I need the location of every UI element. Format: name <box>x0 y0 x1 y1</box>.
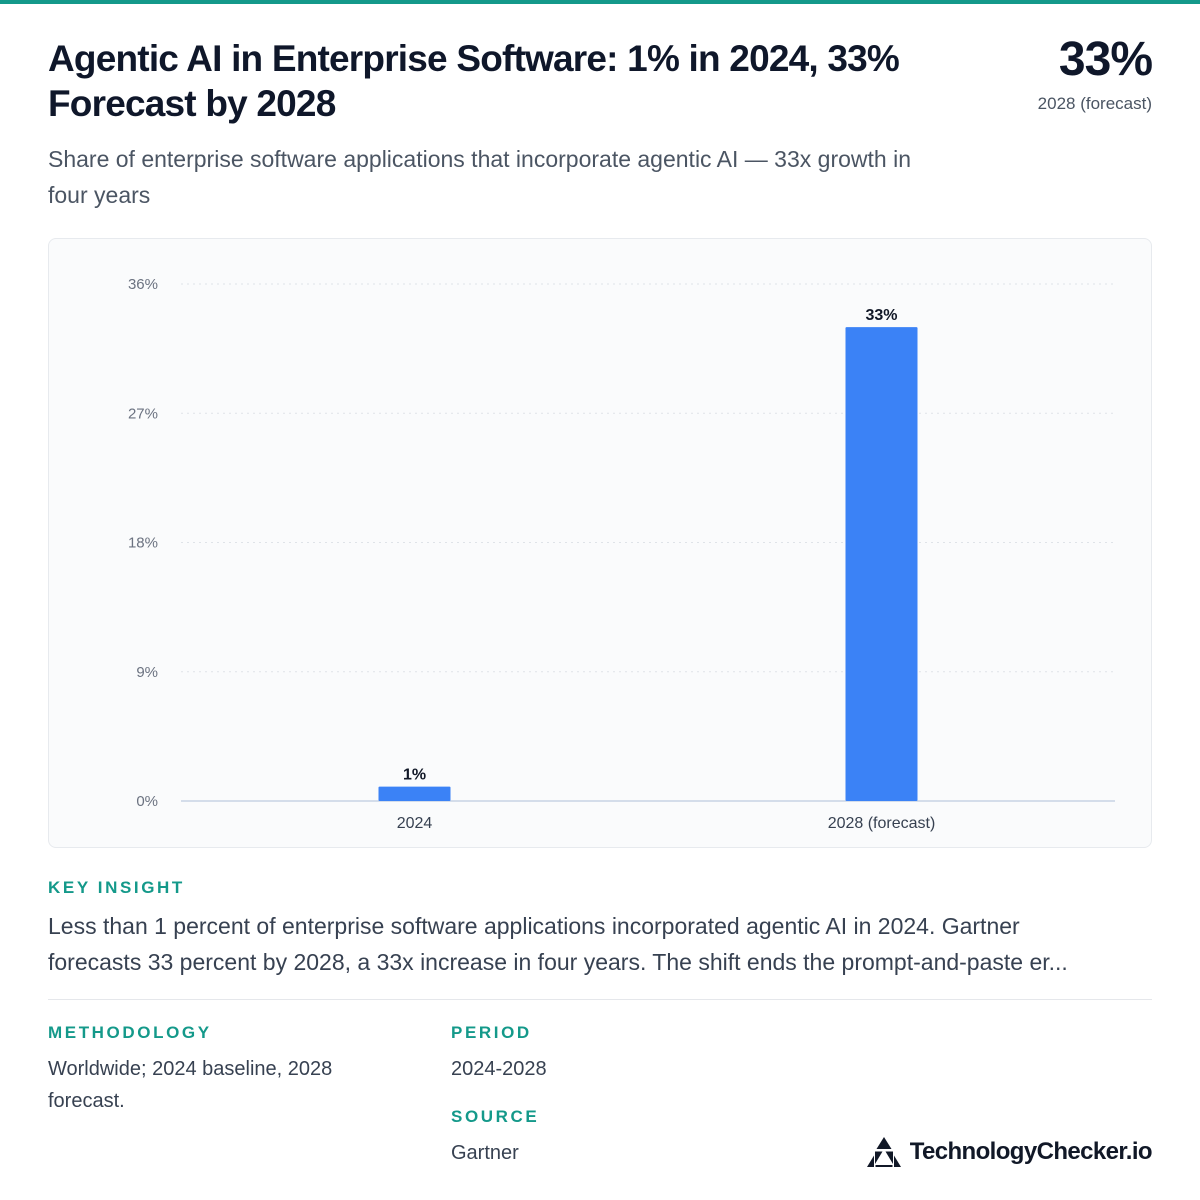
bar-2 <box>845 327 918 801</box>
methodology-label: METHODOLOGY <box>48 1023 212 1042</box>
triangle-logo-icon <box>866 1137 901 1167</box>
brand-name: TechnologyChecker.io <box>909 1138 1153 1165</box>
source-label: SOURCE <box>451 1107 540 1126</box>
insight-label: KEY INSIGHT <box>48 878 185 897</box>
methodology-text: Worldwide; 2024 baseline, 2028 forecast. <box>48 1058 333 1112</box>
data-label: 1% <box>403 767 426 784</box>
bar-1 <box>378 786 451 801</box>
period-text: 2024-2028 <box>451 1058 547 1080</box>
chart-title: Agentic AI in Enterprise Software: 1% in… <box>48 38 900 124</box>
section-divider <box>48 999 1152 1000</box>
brand-logo: TechnologyChecker.io <box>866 1136 1153 1168</box>
y-tick-label: 18% <box>128 535 158 552</box>
y-tick-label: 9% <box>136 664 158 681</box>
headline-caption: 2028 (forecast) <box>1037 94 1152 113</box>
x-tick-label: 2028 (forecast) <box>828 815 936 832</box>
period-label: PERIOD <box>451 1023 532 1042</box>
x-tick-label: 2024 <box>397 815 433 832</box>
y-tick-label: 36% <box>128 276 158 293</box>
insight-text-line-1: Less than 1 percent of enterprise softwa… <box>48 913 1020 939</box>
y-tick-label: 27% <box>128 405 158 422</box>
source-text: Gartner <box>451 1142 519 1164</box>
accent-bar <box>0 0 1200 4</box>
data-label: 33% <box>865 307 897 324</box>
chart-subtitle: Share of enterprise software application… <box>48 146 911 208</box>
bar-chart: 0% 9% 18% 27% 36% 1% 2024 33% 2028 (forecast) <box>128 276 1115 832</box>
chart-card: 0% 9% 18% 27% 36% 1% 2024 33% 2028 (forecast) <box>48 238 1152 848</box>
headline-value: 33% <box>1058 33 1153 86</box>
insight-text-line-2: forecasts 33 percent by 2028, a 33x incr… <box>48 949 1068 975</box>
y-tick-label: 0% <box>136 793 158 810</box>
